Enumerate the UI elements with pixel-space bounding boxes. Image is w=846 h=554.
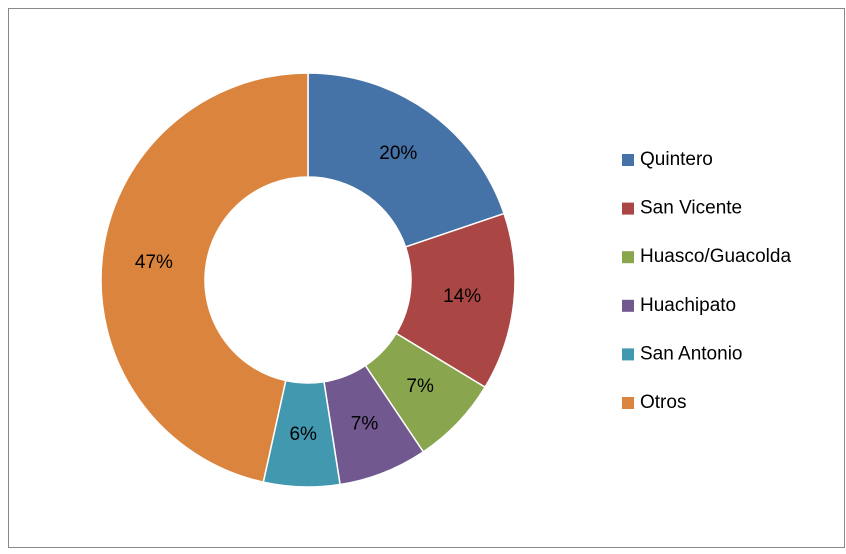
legend-label: Otros — [640, 392, 686, 413]
legend-label: San Vicente — [640, 198, 742, 219]
data-label: 14% — [443, 286, 481, 307]
legend-swatch — [622, 202, 634, 215]
data-label: 47% — [135, 252, 173, 273]
data-label: 7% — [406, 376, 434, 397]
donut-slice — [395, 212, 516, 389]
legend-label: Huachipato — [640, 295, 736, 316]
data-label: 6% — [289, 424, 317, 445]
legend-swatch — [622, 299, 634, 312]
donut-slice — [100, 72, 309, 484]
legend-label: Quintero — [640, 149, 713, 170]
legend-label: Huasco/Guacolda — [640, 246, 791, 267]
legend-swatch — [622, 154, 634, 166]
legend-label: San Antonio — [640, 343, 742, 364]
legend-swatch — [622, 348, 634, 361]
data-label: 20% — [379, 143, 417, 164]
data-label: 7% — [351, 413, 379, 434]
donut-slice — [307, 72, 506, 248]
legend-swatch — [622, 251, 634, 264]
legend-swatch — [622, 397, 634, 409]
